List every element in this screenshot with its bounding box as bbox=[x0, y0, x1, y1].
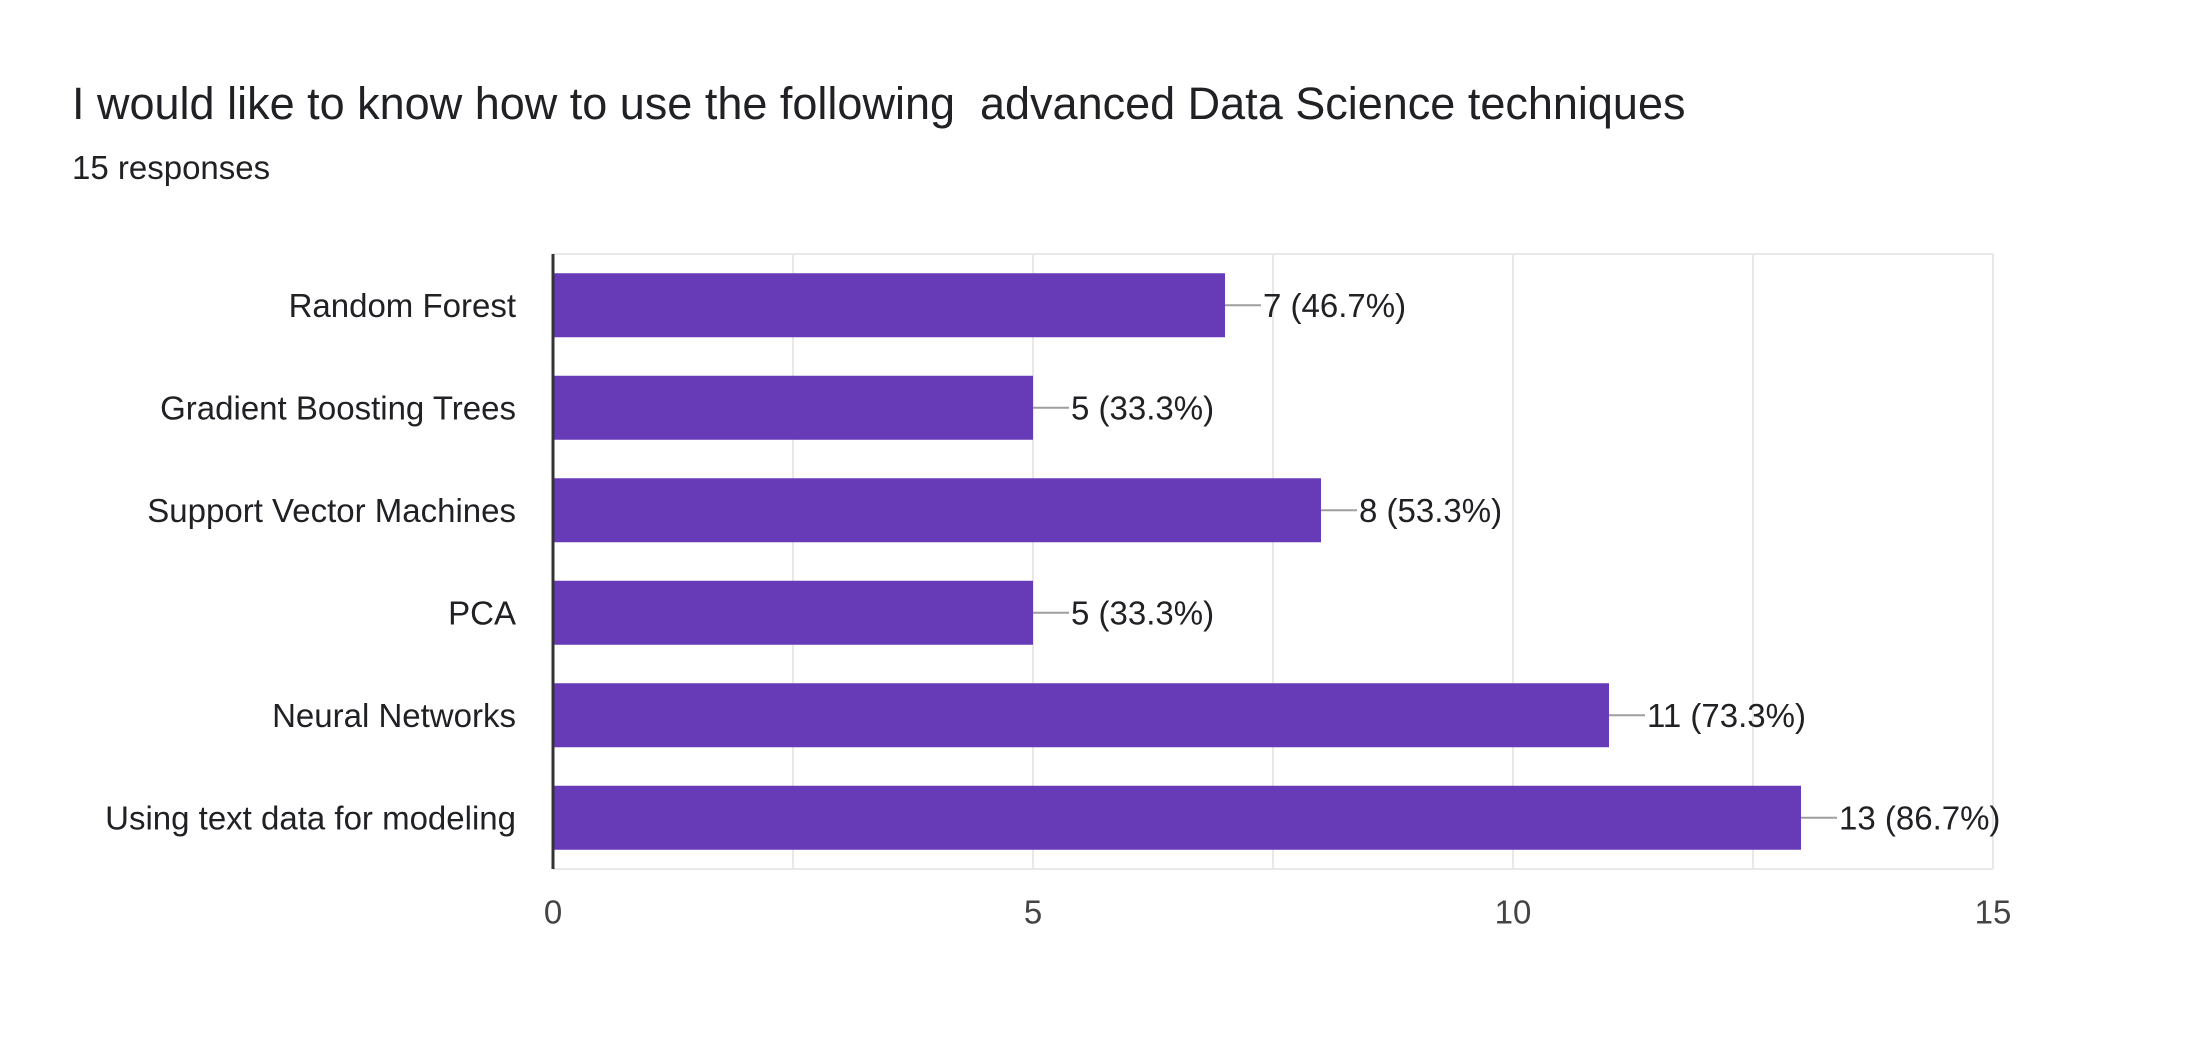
data-label: 7 (46.7%) bbox=[1263, 287, 1406, 324]
chart-title: I would like to know how to use the foll… bbox=[72, 78, 1686, 129]
bar bbox=[553, 580, 1033, 645]
data-label: 11 (73.3%) bbox=[1647, 697, 1806, 734]
category-label: PCA bbox=[448, 594, 516, 631]
category-label: Gradient Boosting Trees bbox=[160, 389, 516, 426]
data-label: 5 (33.3%) bbox=[1071, 594, 1214, 631]
bar bbox=[553, 273, 1225, 338]
bar bbox=[553, 683, 1609, 748]
category-label: Using text data for modeling bbox=[105, 799, 516, 836]
x-tick-label: 15 bbox=[1975, 894, 2012, 931]
category-label: Neural Networks bbox=[272, 697, 516, 734]
data-label: 5 (33.3%) bbox=[1071, 389, 1214, 426]
data-label: 13 (86.7%) bbox=[1839, 799, 2000, 836]
category-label: Support Vector Machines bbox=[147, 492, 516, 529]
bars bbox=[553, 273, 1801, 850]
grid-lines bbox=[553, 253, 1994, 870]
response-count: 15 responses bbox=[72, 149, 271, 186]
bar bbox=[553, 375, 1033, 440]
bar bbox=[553, 785, 1801, 850]
data-label: 8 (53.3%) bbox=[1359, 492, 1502, 529]
labels: Random Forest 7 (46.7%) Gradient Boosting … bbox=[105, 287, 2011, 931]
x-tick-label: 10 bbox=[1495, 894, 1532, 931]
x-tick-label: 5 bbox=[1024, 894, 1042, 931]
x-tick-label: 0 bbox=[544, 894, 562, 931]
category-label: Random Forest bbox=[289, 287, 516, 324]
bar bbox=[553, 478, 1321, 543]
